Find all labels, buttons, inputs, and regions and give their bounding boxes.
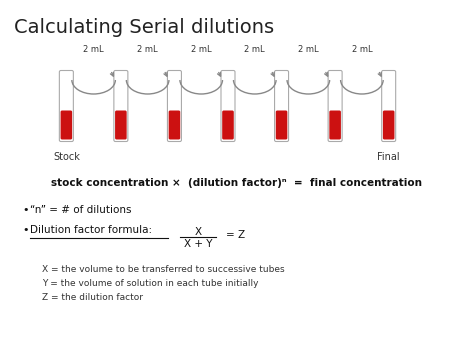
Text: Final: Final	[377, 152, 400, 162]
Text: Dilution factor formula:: Dilution factor formula:	[30, 225, 152, 235]
Text: 2 mL: 2 mL	[83, 45, 104, 54]
FancyBboxPatch shape	[169, 110, 180, 139]
Text: Stock: Stock	[53, 152, 80, 162]
Text: X: X	[194, 227, 201, 237]
Text: •: •	[22, 225, 28, 235]
Text: 2 mL: 2 mL	[191, 45, 211, 54]
Text: X + Y: X + Y	[184, 239, 212, 249]
FancyBboxPatch shape	[329, 110, 341, 139]
Text: X = the volume to be transferred to successive tubes: X = the volume to be transferred to succ…	[42, 265, 284, 274]
Text: 2 mL: 2 mL	[352, 45, 372, 54]
FancyBboxPatch shape	[276, 110, 287, 139]
FancyBboxPatch shape	[114, 71, 128, 142]
Text: •: •	[22, 205, 28, 215]
FancyBboxPatch shape	[222, 110, 234, 139]
Text: Y = the volume of solution in each tube initially: Y = the volume of solution in each tube …	[42, 279, 258, 288]
Text: = Z: = Z	[226, 230, 245, 240]
FancyBboxPatch shape	[221, 71, 235, 142]
FancyBboxPatch shape	[328, 71, 342, 142]
FancyBboxPatch shape	[115, 110, 127, 139]
FancyBboxPatch shape	[383, 110, 394, 139]
FancyBboxPatch shape	[61, 110, 72, 139]
Text: Z = the dilution factor: Z = the dilution factor	[42, 293, 143, 302]
Text: 2 mL: 2 mL	[245, 45, 265, 54]
Text: Calculating Serial dilutions: Calculating Serial dilutions	[14, 18, 274, 37]
Text: 2 mL: 2 mL	[298, 45, 319, 54]
Text: “n” = # of dilutions: “n” = # of dilutions	[30, 205, 131, 215]
FancyBboxPatch shape	[59, 71, 73, 142]
FancyBboxPatch shape	[382, 71, 396, 142]
FancyBboxPatch shape	[167, 71, 182, 142]
Text: 2 mL: 2 mL	[137, 45, 158, 54]
FancyBboxPatch shape	[274, 71, 289, 142]
Text: stock concentration ×  (dilution factor)ⁿ  =  final concentration: stock concentration × (dilution factor)ⁿ…	[52, 178, 422, 188]
